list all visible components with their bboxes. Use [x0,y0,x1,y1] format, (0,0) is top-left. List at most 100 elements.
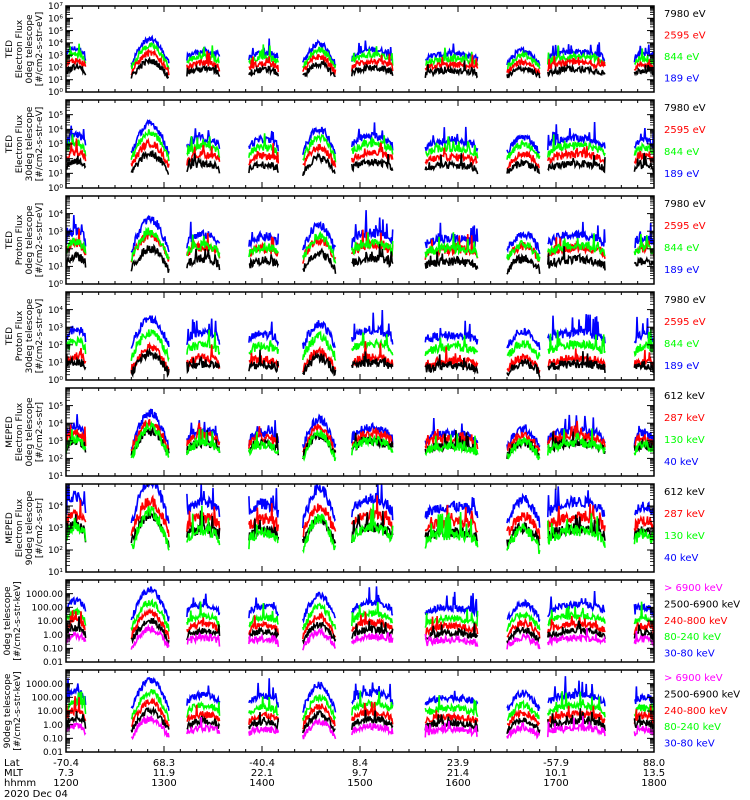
y-tick-label: 10.00 [37,707,63,717]
series--6900-kev [66,623,654,651]
x-tick-label: 1400 [249,778,274,789]
y-tick-label: 10⁰ [48,376,63,386]
legend-entry: 80-240 keV [664,722,721,733]
y-axis-title: [#/cm2-s-str-eV] [35,107,45,182]
legend-entry: 612 keV [664,487,705,498]
y-tick-label: 10⁴ [48,126,63,136]
y-tick-label: 10⁶ [48,14,63,24]
legend-entry: 287 keV [664,509,705,520]
y-axis-title: 90deg telescope [3,673,13,748]
y-axis-title: [#/cm2-s-str-eV] [35,203,45,278]
y-tick-label: 10¹ [48,472,63,482]
panel-ted-electron-0deg: 10¹ 10² 10³ 10⁴ 10⁵ 10⁶ 10⁰ 10⁷ TED Electron Flux… [5,2,706,98]
y-tick-label: 10³ [48,437,63,447]
y-axis-title: 30deg telescope [25,106,35,181]
series-7980-ev [66,243,654,275]
panel-data-meped-proton-0deg [66,586,654,651]
y-tick-label: 10⁰ [48,88,63,98]
y-tick-label: 10⁵ [48,27,63,37]
legend-entry: 844 eV [664,147,699,158]
series-7980-ev [66,347,654,379]
y-axis-title: Electron Flux [15,114,25,173]
y-tick-label: 10³ [48,51,63,61]
series--6900-kev [66,714,654,741]
legend-entry: 7980 eV [664,295,706,306]
y-axis-title: 0deg telescope [25,205,35,275]
panel-data-meped-electron-90deg [66,484,654,555]
panel-ted-electron-30deg: 10¹ 10² 10³ 10⁴ 10⁵ 10⁰ TED Electron Flux 30deg … [5,99,706,194]
legend-entry: 612 keV [664,391,705,402]
legend-entry: 130 keV [664,531,705,542]
y-tick-label: 10¹ [48,263,63,273]
x-tick-label: 1300 [151,778,176,789]
legend-entry: 844 eV [664,243,699,254]
x-tick-label: 1200 [53,778,78,789]
y-tick-label: 1.00 [43,721,63,731]
panel-data-ted-proton-30deg [66,309,654,379]
x-tick-label: 1600 [445,778,470,789]
y-tick-label: 10⁰ [48,184,63,194]
y-tick-label: 0.10 [43,735,63,745]
panel-ted-proton-0deg: 10¹ 10² 10³ 10⁴ 10⁰ TED Proton Flux 0deg telesc… [5,195,706,290]
legend-entry: 844 eV [664,52,699,63]
x-tick-label: 88.0 [643,758,665,769]
x-tick-label: 1700 [543,778,568,789]
y-tick-label: 10³ [48,227,63,237]
legend-entry: 189 eV [664,169,699,180]
y-axis-title: Electron Flux [15,402,25,461]
y-tick-label: 10³ [48,140,63,150]
panel-data-meped-electron-0deg [66,408,654,462]
y-axis-title: Proton Flux [15,214,25,265]
y-tick-label: 10⁷ [48,2,63,12]
panel-meped-electron-0deg: 10² 10³ 10⁴ 10⁵ 10¹ MEPED Electron Flux 0deg te… [5,387,705,482]
panel-meped-proton-90deg: 0.10 1.00 10.00 100.00 1000.00 0.01 90deg tele… [3,669,740,758]
y-axis-title: TED [5,135,15,154]
series-844-ev [66,226,654,264]
y-tick-label: 10⁵ [48,402,63,412]
y-tick-label: 0.01 [43,748,63,758]
series-40-kev [66,484,654,529]
y-axis-title: [#/cm2-s-str] [35,498,45,558]
y-tick-label: 10.00 [37,617,63,627]
x-tick-label: 23.9 [447,758,469,769]
y-tick-label: 0.01 [43,658,63,668]
y-tick-label: 1000.00 [26,590,63,600]
panel-data-ted-electron-30deg [66,118,654,177]
y-axis-title: [#/cm2-s-str-eV] [35,12,45,87]
legend-entry: 2595 eV [664,317,706,328]
y-axis-title: 0deg telescope [25,397,35,467]
panel-data-meped-proton-90deg [66,676,654,741]
y-tick-label: 10¹ [48,568,63,578]
y-tick-label: 10¹ [48,170,63,180]
y-tick-label: 100.00 [32,604,64,614]
x-tick-label: 1500 [347,778,372,789]
x-row-name: MLT [4,768,24,779]
y-tick-label: 10⁰ [48,280,63,290]
legend-entry: 240-800 keV [664,706,728,717]
x-row-name: Lat [4,758,20,769]
y-axis-title: 30deg telescope [25,298,35,373]
y-axis-title: 0deg telescope [3,586,13,656]
x-tick-label: 1800 [641,778,666,789]
y-tick-label: 100.00 [32,694,64,704]
series-189-ev [66,210,654,255]
series-130-kev [66,420,654,462]
y-axis-title: MEPED [5,416,15,448]
series-7980-ev [66,56,654,80]
y-tick-label: 10² [48,245,63,255]
y-tick-label: 10⁴ [48,502,63,512]
y-tick-label: 10⁴ [48,39,63,49]
series-189-ev [66,309,654,350]
panel-ted-proton-30deg: 10¹ 10² 10³ 10⁴ 10⁰ TED Proton Flux 30deg teles… [5,291,706,386]
y-tick-label: 10² [48,64,63,74]
y-tick-label: 10³ [48,323,63,333]
legend-entry: > 6900 keV [664,583,723,594]
x-tick-label: 22.1 [251,768,273,779]
x-tick-label: 68.3 [153,758,175,769]
y-tick-label: 10² [48,341,63,351]
legend-entry: 30-80 keV [664,739,715,750]
y-tick-label: 10² [48,546,63,556]
y-axis-title: Electron Flux [15,19,25,78]
panel-data-ted-electron-0deg [66,34,654,80]
